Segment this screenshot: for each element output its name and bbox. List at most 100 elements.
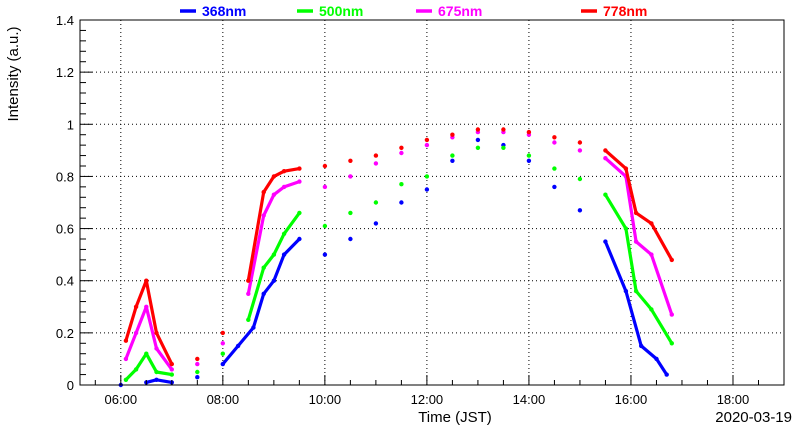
data-point [639, 343, 644, 349]
legend-label: 778nm [603, 3, 647, 19]
data-point [123, 377, 129, 382]
x-tick-label: 06:00 [105, 392, 138, 407]
y-tick-label: 0.6 [56, 222, 74, 237]
data-point [297, 179, 302, 184]
y-axis-title: Intensity (a.u.) [5, 26, 22, 121]
data-point [261, 213, 266, 218]
data-point [603, 148, 608, 153]
data-point [220, 361, 225, 367]
data-point [348, 174, 353, 179]
data-point [348, 236, 353, 242]
y-tick-label: 0.8 [56, 169, 74, 184]
data-point [133, 304, 139, 309]
data-point [322, 163, 328, 169]
legend-label: 368nm [202, 3, 246, 19]
data-point [281, 231, 287, 236]
data-point [552, 140, 557, 145]
data-point [251, 325, 256, 330]
data-point [281, 184, 287, 190]
data-point [373, 221, 379, 226]
data-point [144, 278, 149, 283]
data-point [246, 291, 251, 296]
data-point [649, 252, 654, 257]
data-point [281, 252, 287, 257]
data-point [526, 158, 532, 163]
data-point [450, 158, 455, 163]
grid [80, 20, 784, 385]
data-point [623, 226, 629, 231]
data-point [424, 187, 430, 192]
data-point [144, 304, 149, 309]
data-point [633, 239, 639, 244]
data-point [220, 351, 225, 356]
data-point [654, 356, 659, 362]
data-point [154, 330, 159, 336]
data-point [246, 278, 251, 283]
data-point [577, 176, 583, 182]
data-point [552, 166, 557, 171]
legend-label: 500nm [319, 3, 363, 19]
data-point [195, 361, 200, 367]
data-point [195, 356, 200, 362]
series-778nm [123, 127, 674, 367]
data-point [649, 307, 654, 312]
data-point [526, 129, 532, 135]
data-point [424, 137, 430, 143]
data-point [475, 127, 481, 132]
data-point [271, 174, 277, 179]
legend: 368nm 500nm 675nm 778nm [180, 3, 647, 19]
data-point [246, 317, 251, 322]
data-point [669, 312, 674, 317]
data-point [154, 377, 159, 382]
data-point [552, 184, 557, 190]
data-point [623, 166, 629, 171]
data-point [169, 367, 174, 372]
data-point [154, 346, 159, 351]
data-point [271, 252, 277, 257]
data-point [577, 140, 583, 145]
data-point [603, 192, 608, 197]
data-point [501, 145, 506, 150]
data-point [649, 221, 654, 226]
data-point [133, 330, 139, 336]
data-point [399, 182, 404, 187]
data-point [664, 372, 669, 377]
data-point [450, 132, 455, 137]
data-point [281, 169, 287, 174]
data-point [373, 153, 379, 158]
data-point [297, 210, 302, 216]
data-point [220, 341, 225, 346]
y-tick-label: 1.4 [56, 13, 74, 28]
data-point [322, 184, 328, 190]
data-point [577, 148, 583, 153]
data-point [552, 135, 557, 140]
data-point [297, 166, 302, 171]
data-point [603, 156, 608, 161]
data-point [169, 372, 174, 377]
data-point [424, 142, 430, 148]
data-point [133, 367, 139, 372]
series-500nm [123, 145, 674, 382]
y-tick-label: 1.2 [56, 65, 74, 80]
data-point [424, 174, 430, 179]
data-point [526, 153, 532, 158]
data-point [475, 145, 481, 150]
data-point [348, 210, 353, 216]
data-point [399, 145, 404, 150]
data-point [322, 252, 328, 257]
data-point [261, 265, 266, 270]
data-point [220, 330, 225, 336]
data-point [169, 361, 174, 367]
data-point [195, 375, 200, 380]
x-tick-label: 08:00 [207, 392, 240, 407]
x-axis-title: Time (JST) [418, 409, 492, 426]
data-point [271, 192, 277, 197]
data-point [123, 356, 129, 362]
data-point [235, 343, 241, 349]
y-tick-label: 0 [67, 378, 74, 393]
data-point [261, 291, 266, 296]
plot-area [118, 127, 674, 388]
x-tick-label: 10:00 [309, 392, 342, 407]
data-point [623, 288, 629, 294]
